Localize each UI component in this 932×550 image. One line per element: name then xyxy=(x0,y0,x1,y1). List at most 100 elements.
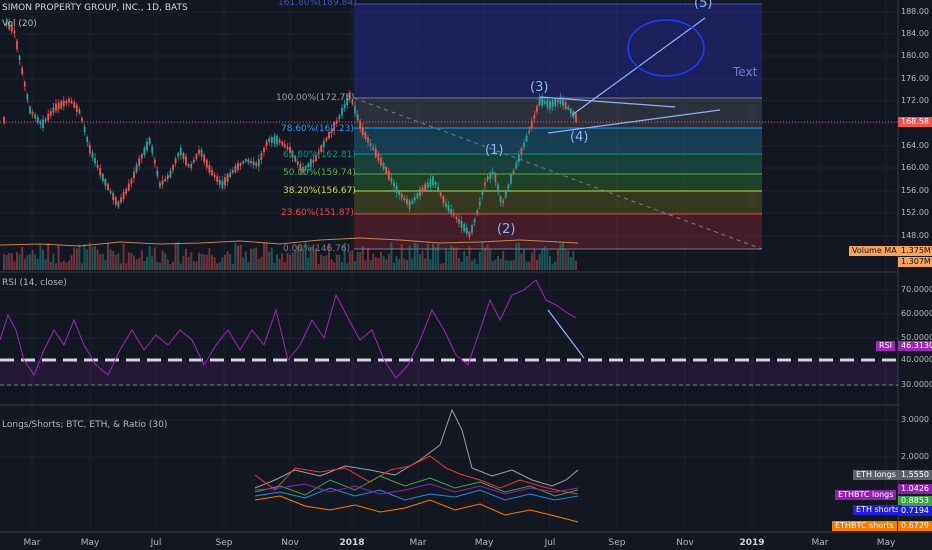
volume-bar xyxy=(369,260,372,270)
candle-body xyxy=(406,199,408,205)
volume-bar xyxy=(322,256,325,270)
symbol-title[interactable]: SIMON PROPERTY GROUP, INC., 1D, BATS xyxy=(2,3,188,13)
candle-body xyxy=(195,154,198,159)
volume-bar xyxy=(356,251,359,270)
volume-bar xyxy=(252,248,255,270)
candle-body xyxy=(49,111,52,116)
candle-body xyxy=(538,96,541,106)
volume-bar xyxy=(419,253,421,270)
rsi-band xyxy=(0,360,898,385)
volume-bar xyxy=(450,245,453,270)
candle-body xyxy=(426,182,429,188)
candle-body xyxy=(291,151,294,158)
candle-body xyxy=(146,141,148,151)
rsi-title[interactable]: RSI (14, close) xyxy=(2,278,67,288)
ethbtc-shorts-label-tag: ETHBTC shorts xyxy=(832,521,897,531)
candle-body xyxy=(341,107,343,116)
candle-body xyxy=(575,113,577,122)
candle-body xyxy=(359,120,362,129)
volume-bar xyxy=(81,263,83,270)
volume-bar xyxy=(257,258,260,270)
candle-body xyxy=(377,154,380,161)
candle-body xyxy=(489,172,492,180)
candle-body xyxy=(434,182,437,185)
candle-body xyxy=(81,118,83,121)
candle-body xyxy=(471,224,473,233)
wave-label-3[interactable]: (3) xyxy=(530,80,549,95)
candle-body xyxy=(372,147,375,150)
volume-bar xyxy=(320,254,323,270)
volume-bar xyxy=(445,248,447,270)
wave-label-4[interactable]: (4) xyxy=(570,130,589,145)
volume-bar xyxy=(31,249,34,270)
volume-bar xyxy=(18,254,21,270)
candle-body xyxy=(164,178,167,181)
volume-bar xyxy=(286,252,289,270)
volume-bar xyxy=(463,251,466,270)
wave-label-1[interactable]: (1) xyxy=(485,143,504,158)
wave-label-2[interactable]: (2) xyxy=(497,222,516,237)
volume-bar xyxy=(156,262,159,270)
candle-body xyxy=(65,100,68,104)
candle-body xyxy=(432,176,434,186)
candle-body xyxy=(491,171,494,175)
text-annotation[interactable]: Text xyxy=(733,65,758,79)
volume-bar xyxy=(234,243,237,270)
candle-body xyxy=(156,170,159,176)
volume-bar xyxy=(317,263,320,270)
ethbtc-longs-value-tag: 0.8853 xyxy=(898,496,932,506)
target-ellipse[interactable] xyxy=(627,19,705,77)
volume-bar xyxy=(73,247,76,270)
volume-bar xyxy=(429,258,432,270)
volume-bar xyxy=(5,254,8,270)
fib-label-786: 78.60%(162.23) xyxy=(281,124,354,134)
candlestick-series[interactable] xyxy=(3,17,577,241)
candle-body xyxy=(237,163,239,171)
time-tick: 2018 xyxy=(339,538,365,548)
volume-bar xyxy=(398,259,401,270)
volume-bar xyxy=(471,260,473,270)
candle-body xyxy=(244,159,247,162)
ethbtc-longs-label-tag: ETHBTC longs xyxy=(835,490,897,500)
volume-bar xyxy=(203,254,206,270)
candle-body xyxy=(322,141,325,147)
volume-bar xyxy=(216,263,219,270)
candle-body xyxy=(143,147,146,155)
candle-body xyxy=(52,107,55,113)
volume-bar xyxy=(169,263,172,270)
volume-bar xyxy=(3,254,5,270)
volume-bar xyxy=(283,262,286,270)
candle-body xyxy=(309,159,312,168)
rsi-divergence-line[interactable] xyxy=(547,309,585,359)
volume-bar xyxy=(367,247,369,270)
volume-bar xyxy=(551,263,554,270)
volume-bar xyxy=(333,262,336,270)
candle-body xyxy=(83,126,86,133)
candle-body xyxy=(200,149,203,157)
fib-extension[interactable] xyxy=(353,3,763,250)
candle-body xyxy=(346,96,349,106)
volume-bar xyxy=(23,258,26,270)
candle-body xyxy=(543,101,546,104)
volume-bar xyxy=(161,250,164,270)
candle-body xyxy=(338,115,341,119)
volume-indicator-title[interactable]: Vol (20) xyxy=(2,19,37,29)
candle-body xyxy=(260,153,263,160)
volume-bar xyxy=(294,249,297,270)
ethbtc-shorts-value-tag: 0.6729 xyxy=(898,521,932,531)
longs-shorts-title[interactable]: Longs/Shorts; BTC, ETH, & Ratio (30) xyxy=(2,420,168,430)
candle-body xyxy=(525,135,528,142)
volume-bar xyxy=(307,257,310,270)
volume-bar xyxy=(270,247,273,270)
volume-bar xyxy=(543,246,546,270)
wave-label-5[interactable]: (5) xyxy=(694,0,713,11)
volume-bar xyxy=(260,256,263,270)
volume-bar xyxy=(88,242,91,270)
volume-bar xyxy=(393,262,395,270)
candle-body xyxy=(86,136,89,142)
volume-bar xyxy=(455,247,458,270)
volume-bar xyxy=(562,242,564,270)
candle-body xyxy=(29,106,31,114)
ls-tick: 2.0000 xyxy=(901,452,929,461)
